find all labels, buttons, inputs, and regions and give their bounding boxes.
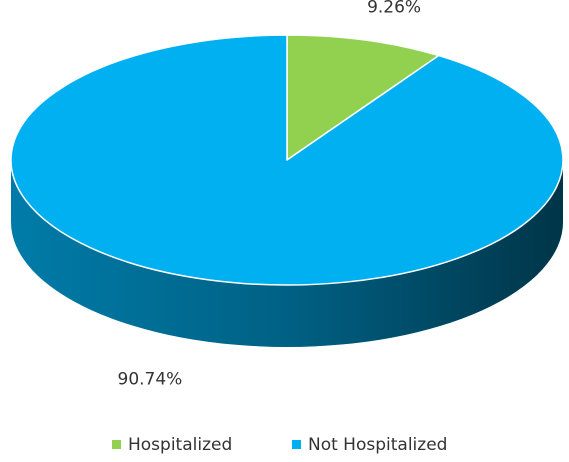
legend-swatch (112, 440, 121, 449)
side-shade (11, 160, 563, 347)
data-label: 90.74% (118, 370, 183, 390)
data-label: 9.26% (367, 0, 421, 17)
slice (286, 34, 440, 161)
slice (10, 34, 564, 286)
legend-label: Not Hospitalized (308, 435, 447, 455)
legend-swatch (292, 440, 301, 449)
legend-label: Hospitalized (128, 435, 232, 455)
